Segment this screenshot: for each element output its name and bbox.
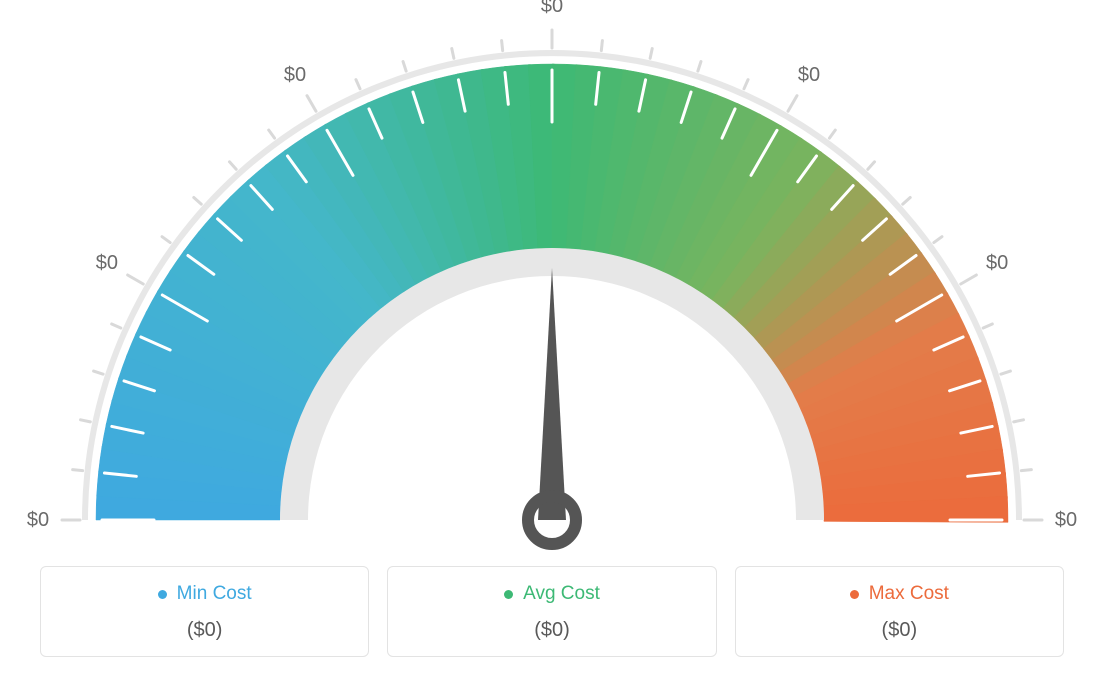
svg-text:$0: $0 [798, 64, 820, 86]
svg-text:$0: $0 [27, 509, 49, 531]
svg-text:$0: $0 [284, 64, 306, 86]
svg-text:$0: $0 [1055, 509, 1077, 531]
legend-text-min: Min Cost [177, 583, 252, 605]
legend-card-max: Max Cost ($0) [735, 566, 1064, 657]
legend-card-avg: Avg Cost ($0) [387, 566, 716, 657]
legend-value-max: ($0) [746, 619, 1053, 642]
gauge-area: $0 $0 $0 $0 $0 $0 $0 [0, 0, 1104, 560]
legend-text-avg: Avg Cost [523, 583, 600, 605]
legend-text-max: Max Cost [869, 583, 949, 605]
legend-dot-max [850, 590, 859, 599]
legend-row: Min Cost ($0) Avg Cost ($0) Max Cost ($0… [0, 566, 1104, 657]
legend-label-min: Min Cost [158, 583, 252, 605]
svg-text:$0: $0 [96, 252, 118, 274]
legend-card-min: Min Cost ($0) [40, 566, 369, 657]
legend-dot-min [158, 590, 167, 599]
legend-label-max: Max Cost [850, 583, 949, 605]
svg-text:$0: $0 [541, 0, 563, 17]
cost-gauge-widget: $0 $0 $0 $0 $0 $0 $0 Min Cost ($0) Avg Cost ($… [0, 0, 1104, 690]
legend-value-min: ($0) [51, 619, 358, 642]
svg-text:$0: $0 [986, 252, 1008, 274]
legend-dot-avg [504, 590, 513, 599]
gauge-svg: $0 $0 $0 $0 $0 $0 $0 [0, 0, 1104, 560]
legend-label-avg: Avg Cost [504, 583, 600, 605]
legend-value-avg: ($0) [398, 619, 705, 642]
